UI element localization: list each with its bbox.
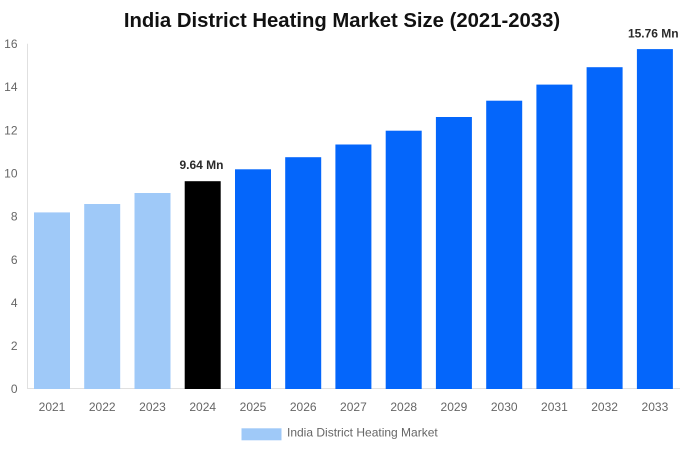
svg-text:0: 0: [11, 382, 18, 396]
svg-text:India District Heating Market: India District Heating Market Size (2021…: [124, 10, 560, 32]
svg-text:2021: 2021: [39, 400, 66, 414]
svg-text:4: 4: [11, 296, 18, 310]
svg-text:2023: 2023: [139, 400, 166, 414]
svg-text:India District Heating Market: India District Heating Market: [287, 426, 438, 440]
svg-text:10: 10: [4, 166, 18, 180]
svg-text:15.76 Mn: 15.76 Mn: [628, 27, 679, 41]
svg-text:6: 6: [11, 253, 18, 267]
svg-text:2030: 2030: [491, 400, 518, 414]
svg-text:14: 14: [4, 80, 18, 94]
svg-text:2024: 2024: [189, 400, 216, 414]
svg-text:2026: 2026: [290, 400, 317, 414]
svg-text:8: 8: [11, 210, 18, 224]
svg-text:2028: 2028: [390, 400, 417, 414]
svg-text:2029: 2029: [441, 400, 468, 414]
svg-text:2032: 2032: [591, 400, 618, 414]
svg-text:9.64 Mn: 9.64 Mn: [179, 158, 223, 172]
svg-text:12: 12: [4, 123, 18, 137]
svg-text:16: 16: [4, 37, 18, 51]
svg-text:2025: 2025: [240, 400, 267, 414]
svg-text:2033: 2033: [642, 400, 669, 414]
svg-text:2: 2: [11, 339, 18, 353]
svg-text:2031: 2031: [541, 400, 568, 414]
svg-text:2022: 2022: [89, 400, 116, 414]
svg-text:2027: 2027: [340, 400, 367, 414]
